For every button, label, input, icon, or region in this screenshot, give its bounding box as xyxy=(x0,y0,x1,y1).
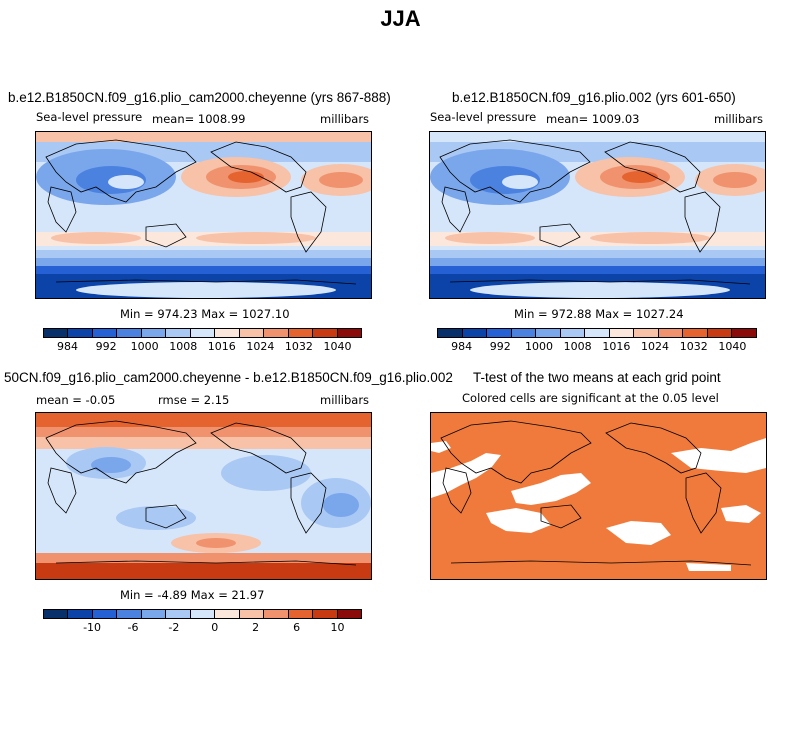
panel3-units: millibars xyxy=(320,393,370,407)
panel3-mean: mean = -0.05 xyxy=(36,393,116,407)
panel1-mean: mean= 1008.99 xyxy=(152,112,246,126)
panel1-stats: Min = 974.23 Max = 1027.10 xyxy=(120,307,290,321)
panel2-colorbar-tick-label: 1008 xyxy=(563,340,592,353)
panel1-map xyxy=(35,131,372,299)
panel2-colorbar-swatch xyxy=(585,329,610,337)
panel2-colorbar xyxy=(437,328,757,338)
panel3-colorbar-swatch xyxy=(44,610,69,618)
panel1-colorbar-swatch xyxy=(313,329,338,337)
panel2-colorbar-tick-label: 992 xyxy=(489,340,511,353)
panel2-colorbar-tick-label: 1000 xyxy=(524,340,553,353)
panel3-colorbar-swatch xyxy=(92,610,118,618)
panel4-subtitle: Colored cells are significant at the 0.0… xyxy=(462,391,719,405)
panel1-colorbar-swatch xyxy=(92,329,118,337)
panel2-colorbar-swatch xyxy=(609,329,635,337)
panel3-colorbar-tick-label: 0 xyxy=(211,621,219,634)
panel1-colorbar-swatch xyxy=(117,329,142,337)
panel3-stats: Min = -4.89 Max = 21.97 xyxy=(120,588,265,602)
panel3-colorbar-tick-label: 2 xyxy=(252,621,260,634)
panel2-colorbar-swatch xyxy=(462,329,488,337)
panel2-units: millibars xyxy=(714,112,764,126)
panel1-colorbar-swatch xyxy=(44,329,69,337)
panel2-colorbar-tick-label: 1016 xyxy=(602,340,631,353)
panel3-colorbar-swatch xyxy=(264,610,289,618)
panel2-colorbar-tick-label: 1024 xyxy=(641,340,670,353)
panel3-colorbar-swatch xyxy=(141,610,167,618)
panel3-colorbar-tick-label: -2 xyxy=(168,621,180,634)
panel1-colorbar-swatch xyxy=(190,329,216,337)
panel4-map xyxy=(430,412,767,580)
panel2-colorbar-swatch xyxy=(707,329,733,337)
panel2-mean: mean= 1009.03 xyxy=(546,112,640,126)
panel3-colorbar-swatch xyxy=(215,610,240,618)
panel1-colorbar-tick-label: 1008 xyxy=(169,340,198,353)
panel1-colorbar-tick-label: 1040 xyxy=(323,340,352,353)
panel3-rmse: rmse = 2.15 xyxy=(158,393,230,407)
panel1-colorbar-ticks: 984 992 1000 1008 1016 1024 1032 1040 xyxy=(43,340,362,354)
panel1-colorbar-swatch xyxy=(68,329,93,337)
panel2-title: b.e12.B1850CN.f09_g16.plio.002 (yrs 601-… xyxy=(452,90,736,105)
panel2-stats: Min = 972.88 Max = 1027.24 xyxy=(514,307,684,321)
panel3-colorbar-swatch xyxy=(190,610,216,618)
panel1-colorbar xyxy=(43,328,362,338)
panel1-colorbar-tick-label: 1024 xyxy=(246,340,275,353)
panel3-colorbar-swatch xyxy=(117,610,142,618)
panel1-colorbar-swatch xyxy=(166,329,191,337)
panel2-colorbar-ticks: 984 992 1000 1008 1016 1024 1032 1040 xyxy=(437,340,757,354)
panel2-colorbar-tick-label: 1040 xyxy=(718,340,747,353)
panel1-colorbar-tick-label: 1032 xyxy=(284,340,313,353)
panel4-significance-field xyxy=(431,413,766,579)
panel1-colorbar-swatch xyxy=(215,329,240,337)
panel1-colorbar-tick-label: 1000 xyxy=(130,340,159,353)
panel3-map xyxy=(35,412,372,580)
panel2-slp-field xyxy=(430,132,765,298)
panel1-colorbar-tick-label: 992 xyxy=(95,340,117,353)
panel2-variable: Sea-level pressure xyxy=(430,110,537,124)
panel3-colorbar-tick-label: 10 xyxy=(330,621,345,634)
panel1-variable: Sea-level pressure xyxy=(36,110,143,124)
panel2-colorbar-swatch xyxy=(511,329,537,337)
panel2-colorbar-swatch xyxy=(732,329,756,337)
panel3-colorbar-swatch xyxy=(68,610,93,618)
panel2-colorbar-swatch xyxy=(438,329,463,337)
panel2-colorbar-swatch xyxy=(683,329,708,337)
figure-title: JJA xyxy=(380,6,421,31)
panel3-colorbar-swatch xyxy=(313,610,338,618)
panel1-slp-field xyxy=(36,132,371,298)
panel3-colorbar-tick-label: -10 xyxy=(83,621,102,634)
panel3-difference-field xyxy=(36,413,371,579)
panel2-map xyxy=(429,131,766,299)
panel3-colorbar-swatch xyxy=(288,610,314,618)
panel4-title: T-test of the two means at each grid poi… xyxy=(473,370,721,385)
panel3-colorbar-swatch xyxy=(166,610,191,618)
panel3-colorbar-ticks: -10 -6 -2 0 2 6 10 xyxy=(43,621,362,635)
panel1-colorbar-tick-label: 984 xyxy=(57,340,79,353)
panel1-units: millibars xyxy=(320,112,370,126)
panel2-colorbar-swatch xyxy=(560,329,586,337)
panel1-colorbar-tick-label: 1016 xyxy=(207,340,236,353)
panel2-colorbar-swatch xyxy=(658,329,684,337)
panel1-colorbar-swatch xyxy=(239,329,265,337)
panel3-colorbar-tick-label: -6 xyxy=(127,621,139,634)
panel2-colorbar-swatch xyxy=(634,329,659,337)
panel3-colorbar-swatch xyxy=(337,610,362,618)
panel1-colorbar-swatch xyxy=(264,329,289,337)
panel2-colorbar-tick-label: 984 xyxy=(451,340,473,353)
panel1-title: b.e12.B1850CN.f09_g16.plio_cam2000.cheye… xyxy=(8,90,391,105)
panel2-colorbar-swatch xyxy=(536,329,561,337)
panel1-colorbar-swatch xyxy=(141,329,167,337)
panel3-colorbar-swatch xyxy=(239,610,265,618)
panel1-colorbar-swatch xyxy=(288,329,314,337)
panel3-title: 50CN.f09_g16.plio_cam2000.cheyenne - b.e… xyxy=(4,370,453,385)
panel3-colorbar xyxy=(43,609,362,619)
panel2-colorbar-tick-label: 1032 xyxy=(679,340,708,353)
panel3-colorbar-tick-label: 6 xyxy=(293,621,301,634)
panel1-colorbar-swatch xyxy=(337,329,362,337)
panel2-colorbar-swatch xyxy=(487,329,512,337)
